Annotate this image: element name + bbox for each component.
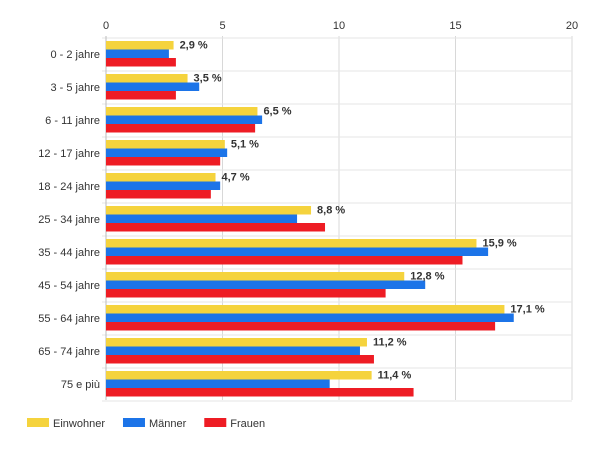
bar-frauen-5: [106, 223, 326, 232]
x-tick-label: 10: [333, 20, 345, 32]
bar-einwohner-7: [106, 272, 405, 281]
legend-label: Frauen: [230, 418, 265, 430]
category-label: 12 - 17 jahre: [38, 148, 100, 160]
category-label: 25 - 34 jahre: [38, 214, 100, 226]
category-label: 55 - 64 jahre: [38, 313, 100, 325]
bar-männer-2: [106, 115, 263, 124]
data-label: 3,5 %: [194, 73, 222, 85]
data-label: 11,4 %: [378, 370, 412, 382]
category-label: 0 - 2 jahre: [50, 49, 100, 61]
data-label: 12,8 %: [410, 271, 444, 283]
x-tick-label: 5: [219, 20, 225, 32]
bar-einwohner-0: [106, 41, 174, 50]
bar-männer-3: [106, 148, 228, 157]
category-label: 6 - 11 jahre: [45, 115, 100, 127]
bar-frauen-10: [106, 388, 414, 397]
bar-frauen-3: [106, 157, 221, 166]
data-label: 2,9 %: [180, 40, 208, 52]
bar-einwohner-8: [106, 305, 505, 314]
data-label: 17,1 %: [510, 304, 544, 316]
category-label: 35 - 44 jahre: [38, 247, 100, 259]
data-label: 6,5 %: [263, 106, 291, 118]
bar-männer-8: [106, 313, 514, 322]
bar-frauen-8: [106, 322, 496, 331]
legend-swatch: [27, 418, 49, 427]
x-tick-label: 20: [566, 20, 578, 32]
category-label: 65 - 74 jahre: [38, 346, 100, 358]
x-tick-label: 0: [103, 20, 109, 32]
bar-frauen-1: [106, 91, 176, 100]
data-label: 8,8 %: [317, 205, 345, 217]
data-label: 11,2 %: [373, 337, 407, 349]
legend-swatch: [122, 418, 145, 427]
bar-frauen-9: [106, 355, 374, 364]
bar-männer-9: [106, 346, 360, 355]
bar-einwohner-1: [106, 74, 188, 83]
legend-label: Männer: [149, 418, 187, 430]
category-label: 45 - 54 jahre: [38, 280, 100, 292]
legend: Einwohner Männer Frauen: [27, 418, 265, 430]
category-label: 18 - 24 jahre: [38, 181, 100, 193]
bar-einwohner-3: [106, 140, 225, 149]
x-tick-label: 15: [449, 20, 461, 32]
bar-männer-4: [106, 181, 221, 190]
legend-label: Einwohner: [53, 418, 105, 430]
bar-einwohner-10: [106, 371, 372, 380]
bar-männer-5: [106, 214, 298, 223]
bar-frauen-6: [106, 256, 463, 265]
bar-einwohner-2: [106, 107, 258, 116]
bar-männer-1: [106, 82, 200, 91]
data-label: 4,7 %: [222, 172, 250, 184]
legend-item-frauen: Frauen: [204, 418, 265, 430]
legend-item-männer: Männer: [122, 418, 187, 430]
bar-frauen-0: [106, 58, 176, 67]
bar-männer-0: [106, 49, 169, 58]
bar-einwohner-9: [106, 338, 367, 347]
legend-swatch: [204, 418, 227, 427]
bar-männer-10: [106, 379, 330, 388]
data-label: 5,1 %: [231, 139, 259, 151]
bar-einwohner-5: [106, 206, 312, 215]
bar-männer-7: [106, 280, 426, 289]
bar-männer-6: [106, 247, 489, 256]
bar-einwohner-6: [106, 239, 477, 248]
bar-frauen-2: [106, 124, 256, 133]
labels-layer: 0 - 2 jahre 2,9 % 3 - 5 jahre 3,5 % 6 - 11 j…: [38, 40, 545, 391]
category-label: 75 e più: [61, 379, 100, 391]
data-label: 15,9 %: [482, 238, 516, 250]
bars-layer: [106, 41, 514, 397]
bar-frauen-4: [106, 190, 211, 199]
bar-frauen-7: [106, 289, 386, 298]
bar-einwohner-4: [106, 173, 216, 182]
legend-item-einwohner: Einwohner: [27, 418, 105, 430]
category-label: 3 - 5 jahre: [50, 82, 100, 94]
